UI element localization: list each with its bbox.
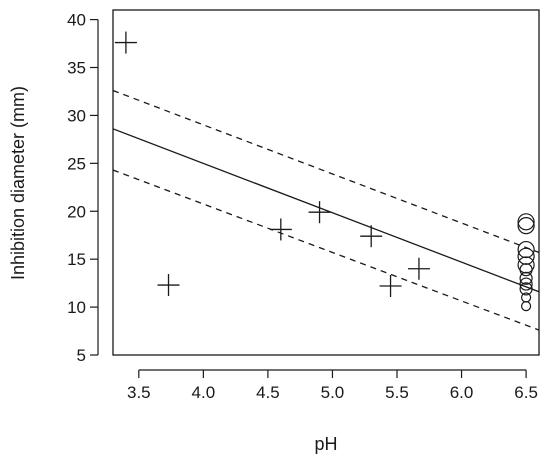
- plus-point: [379, 275, 402, 297]
- plus-point: [157, 274, 180, 297]
- plus-point: [360, 225, 383, 248]
- circle-point: [519, 271, 533, 285]
- y-tick-label: 25: [67, 154, 86, 173]
- y-tick-label: 35: [67, 59, 86, 78]
- circle-point: [519, 277, 533, 291]
- y-tick-label: 15: [67, 250, 86, 269]
- circle-point: [519, 282, 533, 296]
- x-tick-label: 4.5: [256, 383, 280, 402]
- circle-point: [520, 301, 532, 312]
- y-tick-label: 40: [67, 11, 86, 30]
- regression-line: [113, 128, 539, 293]
- confidence-band-line: [113, 169, 539, 331]
- plot-frame: [112, 9, 540, 356]
- y-tick-label: 20: [67, 202, 86, 221]
- x-tick-label: 3.5: [127, 383, 151, 402]
- plus-point: [308, 201, 331, 224]
- circle-point: [517, 240, 535, 259]
- circle-point: [517, 247, 535, 265]
- circle-point: [519, 263, 533, 277]
- circle-point: [517, 217, 535, 235]
- x-tick-label: 6.0: [450, 383, 474, 402]
- x-tick-label: 4.0: [192, 383, 216, 402]
- x-axis: 3.5 4.0 4.5 5.0 5.5 6.0 6.5: [127, 369, 538, 402]
- x-tick-label: 5.0: [321, 383, 345, 402]
- x-tick-label: 6.5: [514, 383, 538, 402]
- y-axis: 5 10 15 20 25 30 35 40: [67, 11, 99, 365]
- data-markers: [114, 31, 535, 312]
- plus-point: [407, 257, 430, 280]
- circle-point: [517, 213, 535, 231]
- y-tick-label: 10: [67, 298, 86, 317]
- plus-point: [114, 31, 137, 54]
- x-tick-label: 5.5: [385, 383, 409, 402]
- reference-lines: [113, 89, 539, 331]
- confidence-band-line: [113, 89, 539, 254]
- y-tick-label: 30: [67, 106, 86, 125]
- y-tick-label: 5: [77, 346, 86, 365]
- y-axis-title: Inhibition diameter (mm): [8, 86, 28, 280]
- plus-point: [269, 218, 292, 241]
- x-axis-title: pH: [314, 434, 337, 454]
